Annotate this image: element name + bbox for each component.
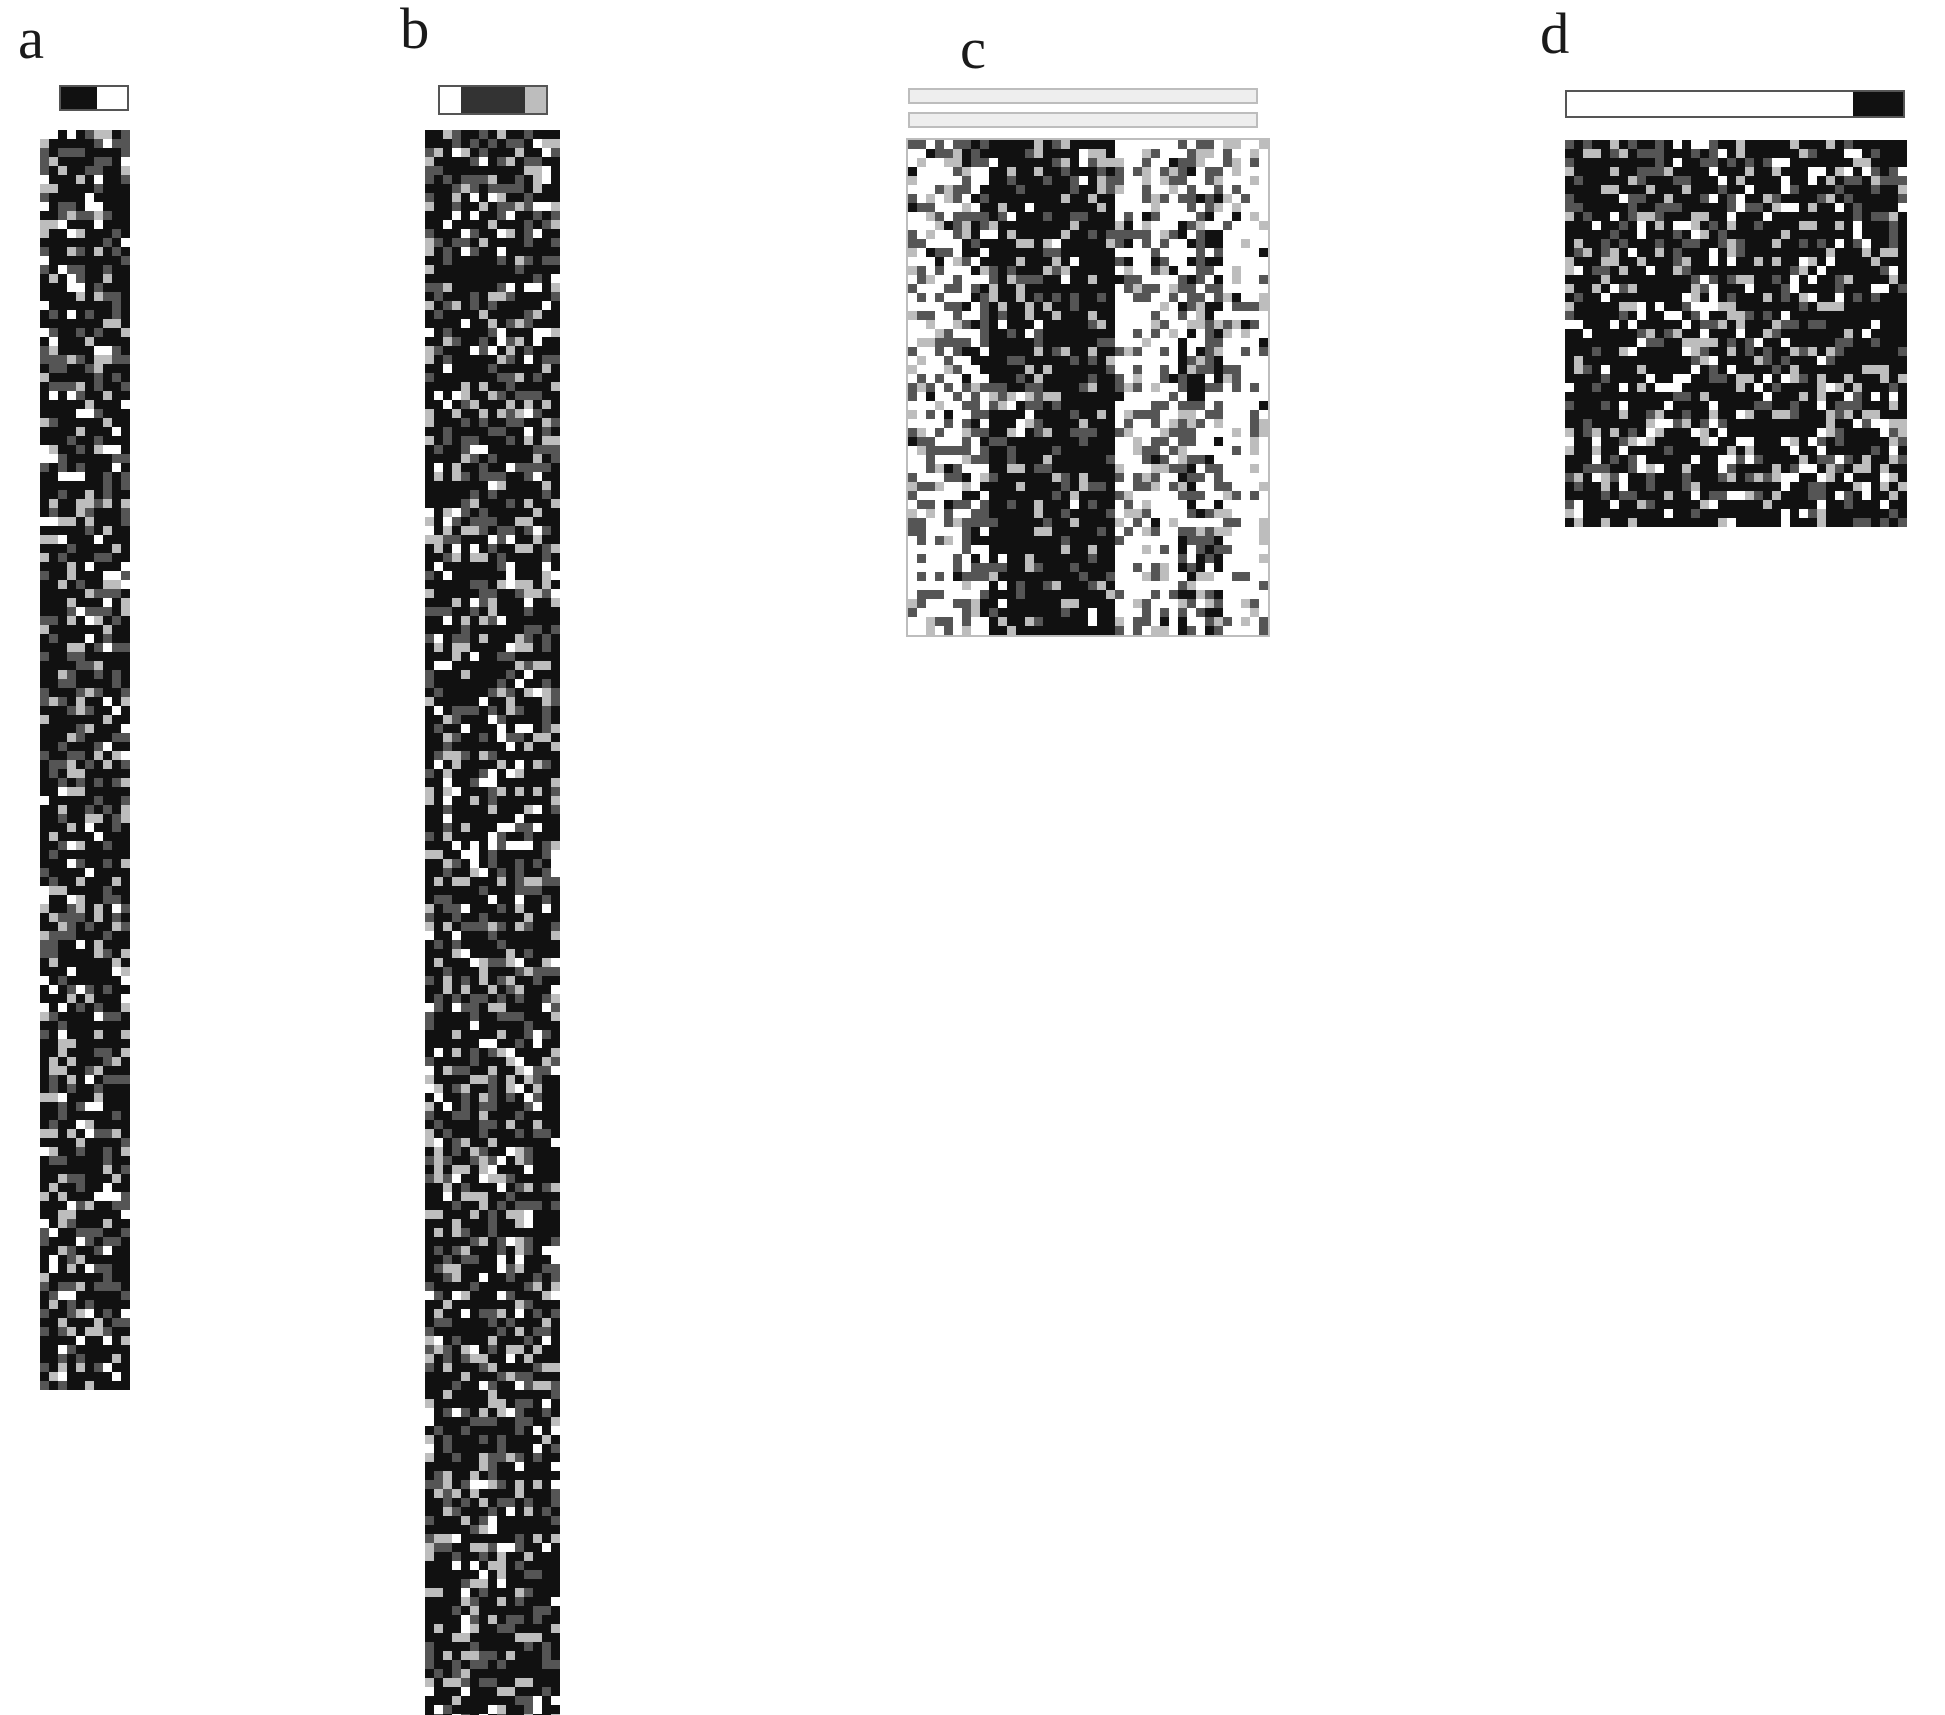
heatmap-b — [425, 130, 560, 1715]
panel-header-a-segment — [97, 87, 127, 109]
panel-header-c-segment — [910, 90, 1256, 102]
panel-header-c-row0 — [908, 88, 1258, 104]
heatmap-c — [908, 140, 1268, 635]
panel-header-d-segment — [1853, 92, 1903, 116]
heatmap-d — [1565, 140, 1907, 527]
panel-header-b-segment — [440, 87, 461, 113]
panel-header-c-segment — [910, 114, 1256, 126]
panel-header-a — [59, 85, 129, 111]
panel-header-d — [1565, 90, 1905, 118]
panel-header-a-segment — [61, 87, 97, 109]
figure-stage: a b c d — [0, 0, 1945, 1715]
panel-label-d: d — [1540, 5, 1569, 64]
panel-label-b: b — [400, 0, 429, 59]
panel-header-b-segment — [461, 87, 525, 113]
panel-header-c-row1 — [908, 112, 1258, 128]
panel-label-c: c — [960, 20, 986, 79]
heatmap-a — [40, 130, 130, 1390]
panel-header-d-segment — [1567, 92, 1853, 116]
panel-header-b-segment — [525, 87, 546, 113]
panel-label-a: a — [18, 10, 44, 69]
panel-header-b — [438, 85, 548, 115]
